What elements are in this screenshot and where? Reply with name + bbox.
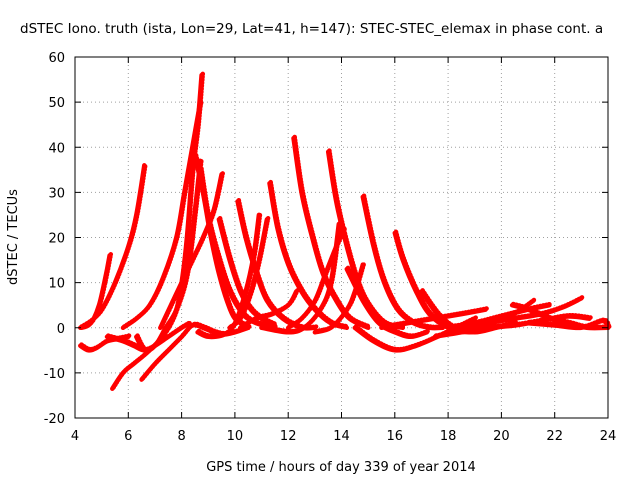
chart-title: dSTEC Iono. truth (ista, Lon=29, Lat=41,…: [20, 21, 603, 37]
satellite-arc-markers-34: [526, 317, 612, 329]
y-tick-label: 10: [48, 277, 65, 292]
x-tick-label: 16: [387, 429, 404, 444]
y-axis-label: dSTEC / TECUs: [6, 189, 21, 285]
satellite-arc-markers-2: [79, 161, 148, 329]
y-tick-label: 20: [48, 232, 65, 247]
y-tick-label: 40: [48, 141, 65, 156]
satellite-arc-markers-7: [121, 98, 204, 329]
x-tick-label: 24: [600, 429, 617, 444]
x-tick-label: 8: [177, 429, 185, 444]
y-tick-label: 60: [48, 51, 65, 66]
x-tick-label: 6: [124, 429, 132, 444]
satellite-arc-markers-32: [460, 294, 585, 329]
satellite-arc-markers-11: [199, 166, 279, 329]
x-tick-label: 14: [333, 429, 350, 444]
axis-ticks: 4 6 8 10 12 14 16 18 20 22 24 -20 -10 0 10 20 30 40 50 60: [44, 51, 617, 444]
series-layer: [78, 71, 612, 391]
satellite-arc-markers-10: [159, 170, 226, 329]
satellite-arc-markers-23: [361, 193, 447, 330]
x-axis-label: GPS time / hours of day 339 of year 2014: [206, 460, 476, 475]
satellite-arc-markers-28: [380, 306, 489, 329]
x-tick-label: 22: [546, 429, 563, 444]
x-tick-label: 20: [493, 429, 510, 444]
satellite-arc-markers-8: [135, 157, 204, 352]
satellite-arc-markers-33: [487, 313, 593, 329]
satellite-arc-markers-20: [260, 220, 343, 334]
satellite-arc-markers-17: [268, 179, 351, 329]
x-tick-label: 18: [440, 429, 457, 444]
satellite-arc-markers-16: [239, 288, 300, 329]
y-tick-label: 30: [48, 186, 65, 201]
y-tick-label: -10: [44, 367, 65, 382]
x-tick-label: 10: [227, 429, 244, 444]
y-tick-label: -20: [44, 412, 65, 427]
y-tick-label: 50: [48, 96, 65, 111]
satellite-arc-markers-14: [228, 215, 271, 329]
x-tick-label: 12: [280, 429, 297, 444]
satellite-arc-markers-22: [313, 261, 367, 334]
satellite-arc-2: [78, 163, 147, 331]
x-tick-label: 4: [71, 429, 79, 444]
y-tick-label: 0: [57, 322, 65, 337]
